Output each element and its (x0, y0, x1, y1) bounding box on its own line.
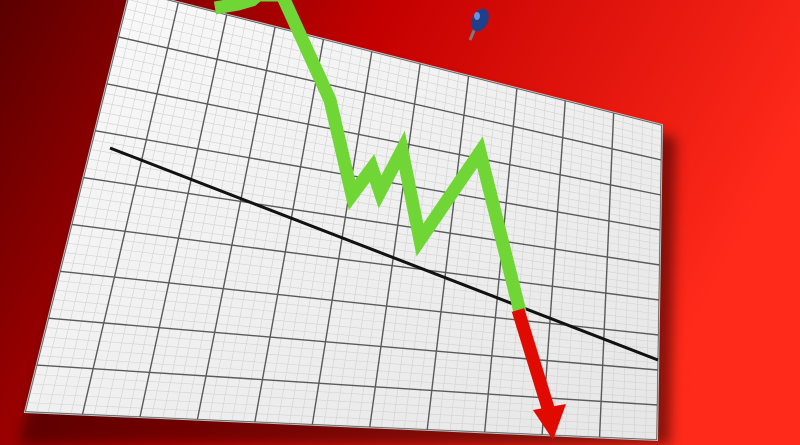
major-grid-line (106, 83, 662, 196)
major-grid-line (81, 2, 180, 415)
minor-grid-line (518, 95, 547, 434)
minor-grid-line (438, 78, 479, 431)
major-grid-line (48, 317, 659, 371)
minor-grid-line (564, 105, 585, 436)
minor-grid-line (645, 122, 653, 440)
minor-grid-line (461, 83, 498, 432)
major-grid-line (83, 176, 660, 266)
minor-grid-line (220, 31, 295, 421)
minor-grid-line (380, 66, 431, 428)
minor-grid-line (41, 346, 658, 392)
major-grid-line (139, 14, 228, 418)
minor-grid-line (610, 115, 624, 438)
minor-grid-line (70, 0, 169, 415)
minor-grid-line (78, 196, 660, 280)
minor-grid-line (208, 29, 286, 421)
minor-grid-line (243, 36, 315, 422)
minor-grid-line (288, 46, 353, 424)
minor-grid-line (38, 355, 658, 399)
minor-grid-line (113, 55, 662, 175)
minor-grid-line (346, 58, 402, 427)
minor-grid-line (50, 308, 659, 364)
major-grid-line (426, 75, 470, 430)
minor-grid-line (115, 45, 662, 168)
minor-grid-line (472, 85, 508, 432)
minor-grid-line (162, 19, 247, 419)
minor-grid-line (185, 24, 266, 420)
minor-grid-line (334, 56, 392, 426)
minor-grid-line (45, 327, 659, 378)
minor-grid-line (128, 12, 218, 417)
major-grid-line (369, 63, 421, 428)
minor-grid-line (587, 110, 605, 437)
minor-grid-line (553, 102, 576, 436)
pushpin-icon (468, 8, 489, 41)
minor-grid-line (111, 64, 662, 182)
major-grid-line (254, 38, 325, 423)
trend-line-green (213, 0, 527, 314)
minor-grid-line (231, 34, 305, 422)
minor-grid-line (323, 53, 382, 426)
minor-grid-line (174, 21, 257, 419)
minor-grid-line (57, 280, 659, 343)
minor-grid-line (87, 158, 661, 252)
minor-grid (27, 0, 662, 440)
major-grid-line (196, 26, 276, 420)
minor-grid-line (415, 73, 460, 430)
minor-grid-line (47, 0, 150, 414)
minor-grid-line (116, 9, 208, 417)
minor-grid-line (76, 205, 660, 287)
minor-grid-line (59, 0, 160, 414)
minor-grid-line (62, 261, 659, 329)
minor-grid-line (52, 299, 659, 357)
minor-grid-line (43, 336, 658, 385)
minor-grid-line (127, 0, 662, 133)
minor-grid-line (403, 70, 450, 429)
minor-grid-line (151, 16, 237, 418)
minor-grid-line (104, 92, 661, 203)
minor-grid-line (105, 7, 199, 416)
minor-grid-line (36, 0, 140, 413)
minor-grid-line (80, 186, 660, 273)
major-grid-line (71, 223, 660, 301)
minor-grid-line (64, 252, 659, 322)
minor-grid-line (125, 8, 662, 140)
minor-grid-line (120, 27, 662, 154)
minor-grid-line (99, 111, 661, 217)
minor-grid-line (85, 167, 660, 259)
down-arrow-icon (533, 404, 566, 440)
major-grid-line (598, 112, 615, 438)
minor-grid-line (122, 17, 662, 147)
minor-grid-line (69, 233, 660, 308)
minor-grid-line (576, 107, 595, 437)
major-grid-line (59, 270, 659, 336)
minor-grid-line (108, 74, 662, 189)
minor-grid-line (55, 289, 659, 350)
minor-grid-line (300, 48, 363, 425)
minor-grid-line (633, 120, 643, 439)
chart-baseline (109, 146, 659, 362)
minor-grid-line (507, 93, 537, 434)
major-grid-line (36, 364, 658, 406)
trend-line-red (511, 308, 555, 410)
minor-grid-line (266, 41, 334, 423)
minor-grid-line (66, 242, 660, 315)
minor-grid-line (73, 214, 660, 294)
minor-grid-line (357, 61, 411, 427)
major-grid-line (118, 36, 662, 161)
minor-grid-line (101, 102, 661, 210)
minor-grid-line (622, 117, 634, 439)
minor-grid-line (93, 4, 189, 416)
